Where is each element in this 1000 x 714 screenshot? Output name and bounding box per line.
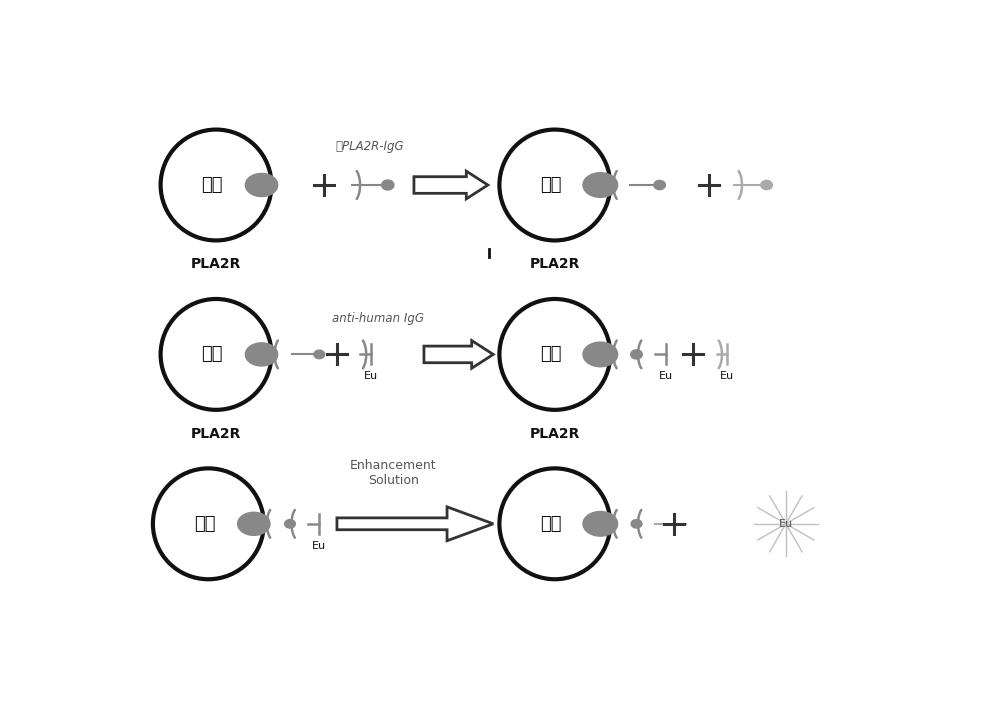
Ellipse shape (583, 511, 618, 536)
Ellipse shape (761, 181, 772, 190)
Text: Eu: Eu (779, 519, 793, 529)
Text: Eu: Eu (659, 371, 673, 381)
Text: PLA2R: PLA2R (191, 427, 241, 441)
Text: 磁珠: 磁珠 (201, 176, 223, 194)
Polygon shape (424, 341, 493, 368)
Text: PLA2R: PLA2R (530, 257, 580, 271)
Text: 抗PLA2R-IgG: 抗PLA2R-IgG (336, 140, 404, 153)
Text: PLA2R: PLA2R (530, 427, 580, 441)
Circle shape (499, 129, 610, 241)
Text: 磁珠: 磁珠 (194, 515, 215, 533)
Ellipse shape (245, 174, 278, 196)
Polygon shape (337, 507, 493, 540)
Text: anti-human IgG: anti-human IgG (332, 312, 424, 325)
Polygon shape (414, 171, 488, 199)
Circle shape (499, 468, 610, 579)
Circle shape (161, 299, 271, 410)
Ellipse shape (238, 512, 270, 536)
Text: Eu: Eu (720, 371, 734, 381)
Ellipse shape (285, 520, 295, 528)
Circle shape (153, 468, 264, 579)
Ellipse shape (583, 342, 618, 367)
Text: Eu: Eu (364, 371, 378, 381)
Ellipse shape (631, 350, 642, 359)
Ellipse shape (314, 350, 325, 358)
Text: 磁珠: 磁珠 (201, 346, 223, 363)
Text: Eu: Eu (312, 540, 326, 550)
Circle shape (499, 299, 610, 410)
Text: Enhancement
Solution: Enhancement Solution (350, 459, 436, 487)
Ellipse shape (654, 181, 665, 190)
Ellipse shape (631, 520, 642, 528)
Ellipse shape (382, 180, 394, 190)
Ellipse shape (245, 343, 278, 366)
Text: PLA2R: PLA2R (191, 257, 241, 271)
Text: 磁珠: 磁珠 (540, 176, 562, 194)
Circle shape (161, 129, 271, 241)
Text: 磁珠: 磁珠 (540, 515, 562, 533)
Ellipse shape (583, 173, 618, 197)
Text: 磁珠: 磁珠 (540, 346, 562, 363)
